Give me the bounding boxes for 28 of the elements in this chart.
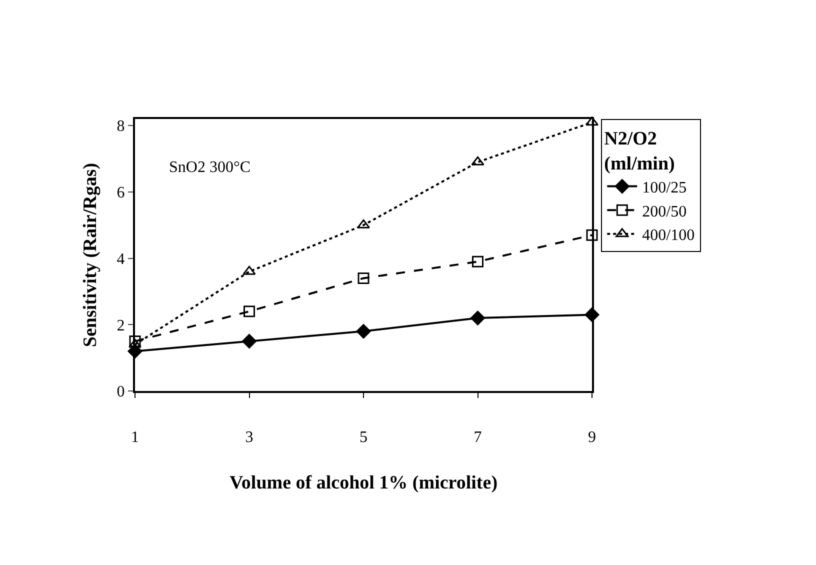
point: [584, 307, 600, 322]
x-tick-label: 1: [131, 429, 139, 446]
point: [242, 266, 256, 275]
point: [129, 335, 141, 347]
point: [242, 334, 256, 348]
legend-title: N2/O2 (ml/min): [604, 128, 675, 174]
y-tick-label: 4: [116, 250, 125, 268]
y-tick-label: 8: [116, 118, 125, 136]
point: [244, 306, 255, 318]
point: [470, 310, 485, 326]
legend-label: 400/100: [642, 227, 695, 244]
annotation: SnO2 300°C: [169, 159, 251, 176]
x-tick-label: 5: [360, 429, 368, 446]
x-tick-label: 3: [245, 429, 254, 446]
x-tick-label: 7: [474, 429, 482, 446]
point: [586, 229, 598, 241]
point: [471, 156, 484, 166]
x-axis-title: Volume of alcohol 1% (microlite): [229, 472, 498, 494]
point: [472, 256, 484, 268]
legend-label: 100/25: [642, 180, 687, 197]
point: [356, 324, 371, 339]
y-tick-label: 6: [116, 184, 125, 202]
x-tick-label: 9: [588, 429, 596, 446]
y-tick-label: 0: [116, 384, 125, 401]
legend-label: 200/50: [642, 203, 687, 220]
y-tick-label: 2: [116, 317, 125, 334]
point: [358, 272, 370, 284]
y-axis-title: Sensitivity (Rair/Rgas): [80, 162, 102, 348]
